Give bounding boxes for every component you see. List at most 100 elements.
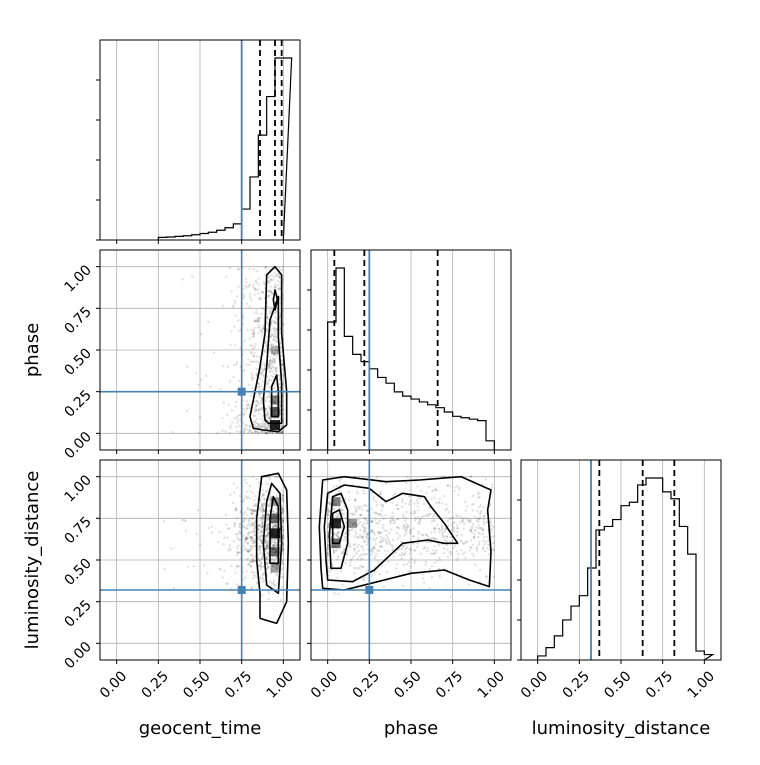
panel-geocent-time-vs-phase-sample-point <box>270 320 273 324</box>
panel-geocent-time-vs-luminosity-distance-sample-point <box>274 541 277 544</box>
panel-phase-vs-luminosity-distance-sample-point <box>343 532 347 535</box>
panel-phase-vs-luminosity-distance-sample-point <box>357 505 360 508</box>
panel-geocent-time-vs-luminosity-distance-sample-point <box>275 543 278 547</box>
panel-geocent-time-vs-phase-sample-point <box>261 431 264 434</box>
panel-phase-vs-luminosity-distance-sample-point <box>362 548 365 551</box>
panel-geocent-time-vs-phase-sample-point <box>269 285 273 288</box>
panel-geocent-time-vs-phase-sample-point <box>273 382 277 385</box>
panel-geocent-time-vs-phase-sample-point <box>272 278 275 282</box>
panel-phase-vs-luminosity-distance-sample-point <box>475 517 478 520</box>
panel-geocent-time-vs-luminosity-distance-sample-point <box>244 478 247 482</box>
panel-geocent-time-vs-phase-sample-point <box>275 274 279 278</box>
panel-phase-vs-luminosity-distance-sample-point <box>362 492 366 495</box>
panel-geocent-time-vs-luminosity-distance-sample-point <box>248 490 252 493</box>
panel-geocent-time-vs-phase-sample-point <box>235 425 238 429</box>
panel-geocent-time-vs-phase-sample-point <box>268 362 271 366</box>
panel-geocent-time-vs-phase-sample-point <box>279 341 283 344</box>
panel-geocent-time-vs-phase-sample-point <box>263 365 267 368</box>
ylabel-luminosity-distance: luminosity_distance <box>22 471 43 650</box>
panel-geocent-time-vs-luminosity-distance-sample-point <box>281 548 285 551</box>
panel-phase-vs-luminosity-distance-sample-point <box>332 551 336 555</box>
panel-geocent-time-vs-phase-sample-point <box>273 335 277 338</box>
panel-phase-vs-luminosity-distance-sample-point <box>371 549 374 552</box>
panel-phase-vs-luminosity-distance-sample-point <box>421 573 424 576</box>
panel-phase-vs-luminosity-distance-sample-point <box>382 537 385 540</box>
panel-geocent-time-vs-phase-sample-point <box>252 334 255 338</box>
panel-geocent-time-vs-phase-sample-point <box>274 338 277 341</box>
panel-geocent-time-vs-phase-sample-point <box>278 276 281 279</box>
panel-geocent-time-vs-phase-sample-point <box>260 306 264 310</box>
panel-phase-vs-luminosity-distance-sample-point <box>360 544 363 548</box>
panel-phase-vs-luminosity-distance-sample-point <box>434 489 438 492</box>
panel-geocent-time-vs-luminosity-distance-sample-point <box>260 516 263 519</box>
panel-geocent-time-vs-luminosity-distance-sample-point <box>281 508 284 512</box>
panel-geocent-time-vs-phase-sample-point <box>255 269 259 273</box>
panel-phase-vs-luminosity-distance-sample-point <box>372 497 375 501</box>
panel-geocent-time-vs-luminosity-distance-sample-point <box>246 507 250 510</box>
panel-geocent-time-vs-phase-sample-point <box>273 352 276 356</box>
panel-geocent-time-vs-phase-sample-point <box>272 334 275 337</box>
panel-phase-vs-luminosity-distance-sample-point <box>358 513 362 517</box>
panel-geocent-time-vs-luminosity-distance-sample-point <box>251 557 255 561</box>
panel-phase-vs-luminosity-distance-sample-point <box>352 523 355 527</box>
panel-geocent-time-vs-phase-sample-point <box>209 385 212 389</box>
panel-geocent-time-vs-luminosity-distance-sample-point <box>251 517 255 520</box>
panel-geocent-time-vs-phase-sample-point <box>278 287 282 290</box>
panel-phase-vs-luminosity-distance-sample-point <box>458 488 461 491</box>
panel-geocent-time-vs-phase-sample-point <box>280 430 284 434</box>
panel-geocent-time-vs-luminosity-distance-sample-point <box>163 567 166 571</box>
panel-geocent-time-vs-luminosity-distance-ytick-label: 1.00 <box>61 472 94 505</box>
panel-phase-vs-luminosity-distance-sample-point <box>379 531 382 534</box>
panel-geocent-time-vs-phase-sample-point <box>258 326 261 329</box>
panel-geocent-time-vs-luminosity-distance-sample-point <box>258 545 261 548</box>
panel-geocent-time-vs-phase-sample-point <box>255 355 258 358</box>
panel-geocent-time-vs-luminosity-distance-sample-point <box>244 576 247 580</box>
panel-geocent-time-vs-luminosity-distance-sample-point <box>261 525 265 529</box>
panel-geocent-time-vs-luminosity-distance-sample-point <box>280 507 284 510</box>
panel-geocent-time-vs-phase-sample-point <box>221 417 224 420</box>
panel-geocent-time-vs-luminosity-distance-sample-point <box>236 551 239 554</box>
panel-geocent-time-vs-luminosity-distance-sample-point <box>253 521 256 524</box>
panel-geocent-time-vs-luminosity-distance-sample-point <box>249 540 253 543</box>
panel-geocent-time-vs-luminosity-distance-sample-point <box>266 534 270 537</box>
panel-phase-vs-luminosity-distance-sample-point <box>336 514 339 518</box>
panel-geocent-time-vs-luminosity-distance-sample-point <box>271 525 275 528</box>
panel-phase-vs-luminosity-distance-sample-point <box>402 553 406 556</box>
panel-phase-vs-luminosity-distance-sample-point <box>469 518 472 522</box>
panel-geocent-time-vs-phase-sample-point <box>241 314 245 318</box>
panel-phase-vs-luminosity-distance-sample-point <box>341 583 344 587</box>
panel-geocent-time-vs-phase-sample-point <box>199 332 203 336</box>
panel-phase-vs-luminosity-distance-sample-point <box>361 545 364 548</box>
panel-geocent-time-vs-luminosity-distance-sample-point <box>261 522 264 525</box>
panel-geocent-time-vs-phase-sample-point <box>264 340 267 344</box>
panel-geocent-time-vs-luminosity-distance-sample-point <box>267 518 270 521</box>
panel-phase-vs-luminosity-distance-sample-point <box>383 528 386 532</box>
panel-geocent-time-vs-phase-sample-point <box>280 346 283 349</box>
panel-geocent-time-vs-luminosity-distance-ytick-label: 0.75 <box>61 514 94 547</box>
panel-geocent-time-vs-phase-sample-point <box>281 265 285 269</box>
panel-phase-vs-luminosity-distance-sample-point <box>353 566 356 570</box>
panel-phase-vs-luminosity-distance-sample-point <box>428 587 431 590</box>
panel-geocent-time-vs-luminosity-distance-sample-point <box>267 531 270 535</box>
panel-geocent-time-vs-phase-sample-point <box>272 327 275 330</box>
panel-geocent-time-vs-phase-sample-point <box>228 380 232 383</box>
panel-geocent-time-vs-phase-sample-point <box>238 379 241 383</box>
panel-geocent-time-vs-phase-sample-point <box>264 427 267 430</box>
panel-geocent-time-vs-luminosity-distance-sample-point <box>243 518 246 522</box>
panel-phase-vs-luminosity-distance-sample-point <box>365 505 368 508</box>
panel-phase-vs-luminosity-distance-sample-point <box>478 526 482 530</box>
panel-phase-vs-luminosity-distance-sample-point <box>410 557 413 561</box>
panel-phase-vs-luminosity-distance-sample-point <box>332 549 336 552</box>
panel-phase-vs-luminosity-distance-sample-point <box>354 543 357 546</box>
panel-phase-vs-luminosity-distance-sample-point <box>376 475 379 478</box>
panel-geocent-time-vs-luminosity-distance-sample-point <box>258 545 261 548</box>
panel-phase-vs-luminosity-distance-sample-point <box>443 528 447 531</box>
panel-phase-vs-luminosity-distance-sample-point <box>431 515 435 518</box>
panel-phase-vs-luminosity-distance-sample-point <box>475 545 479 549</box>
panel-phase-vs-luminosity-distance-sample-point <box>351 522 355 526</box>
panel-geocent-time-vs-phase-sample-point <box>241 296 245 300</box>
panel-geocent-time-vs-phase-sample-point <box>237 267 240 271</box>
panel-phase-vs-luminosity-distance-sample-point <box>354 521 357 525</box>
panel-geocent-time-vs-luminosity-distance-sample-point <box>247 531 251 534</box>
panel-geocent-time-vs-luminosity-distance-sample-point <box>261 524 265 527</box>
